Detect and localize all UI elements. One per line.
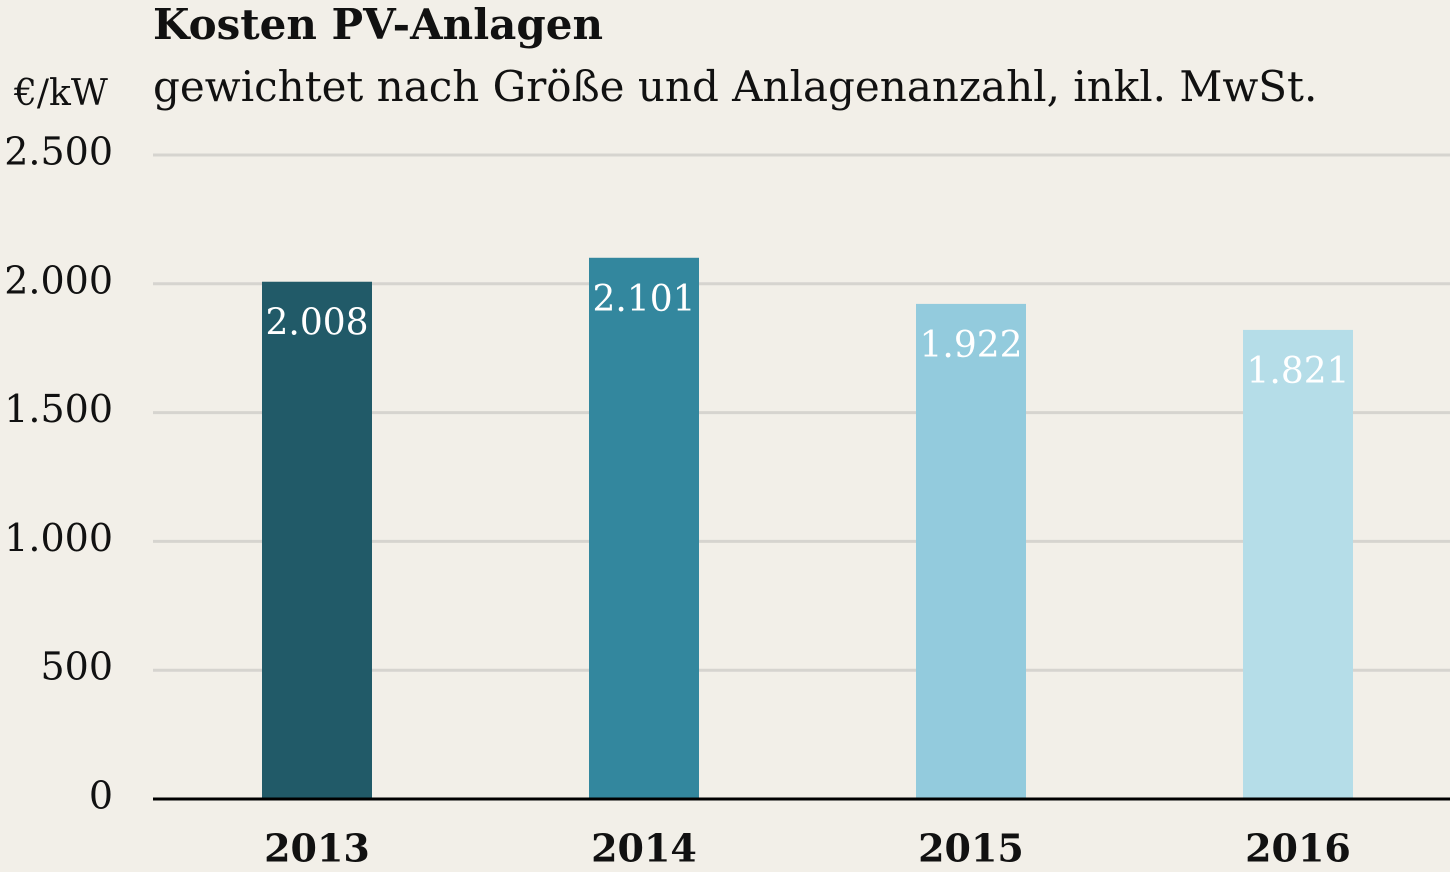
y-tick-label: 500 — [40, 645, 113, 689]
bar — [1243, 329, 1353, 799]
chart-title: Kosten PV-Anlagen — [153, 0, 603, 49]
chart-subtitle: gewichtet nach Größe und Anlagenanzahl, … — [153, 62, 1317, 111]
data-label: 2.101 — [592, 279, 695, 320]
x-tick-label: 2015 — [918, 826, 1024, 871]
y-tick-label: 0 — [89, 774, 113, 818]
data-label: 1.922 — [919, 325, 1022, 366]
y-tick-label: 1.000 — [4, 516, 113, 560]
data-label: 1.821 — [1246, 351, 1349, 392]
data-label: 2.008 — [265, 303, 368, 344]
bar — [916, 303, 1026, 799]
y-axis-label: €/kW — [13, 73, 108, 114]
x-tick-label: 2014 — [591, 826, 697, 871]
y-tick-label: 1.500 — [4, 387, 113, 431]
bar — [589, 257, 699, 799]
y-tick-label: 2.000 — [4, 258, 113, 302]
x-tick-label: 2016 — [1245, 826, 1351, 871]
y-tick-label: 2.500 — [4, 130, 113, 174]
bar — [262, 281, 372, 799]
x-tick-label: 2013 — [264, 826, 370, 871]
